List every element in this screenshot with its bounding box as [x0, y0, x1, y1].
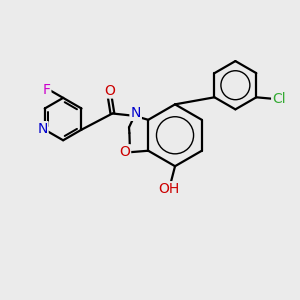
- Text: O: O: [119, 145, 130, 159]
- Text: Cl: Cl: [272, 92, 286, 106]
- Text: O: O: [105, 83, 116, 98]
- Text: N: N: [37, 122, 48, 136]
- Text: F: F: [42, 82, 50, 97]
- Text: OH: OH: [158, 182, 180, 196]
- Text: N: N: [130, 106, 141, 120]
